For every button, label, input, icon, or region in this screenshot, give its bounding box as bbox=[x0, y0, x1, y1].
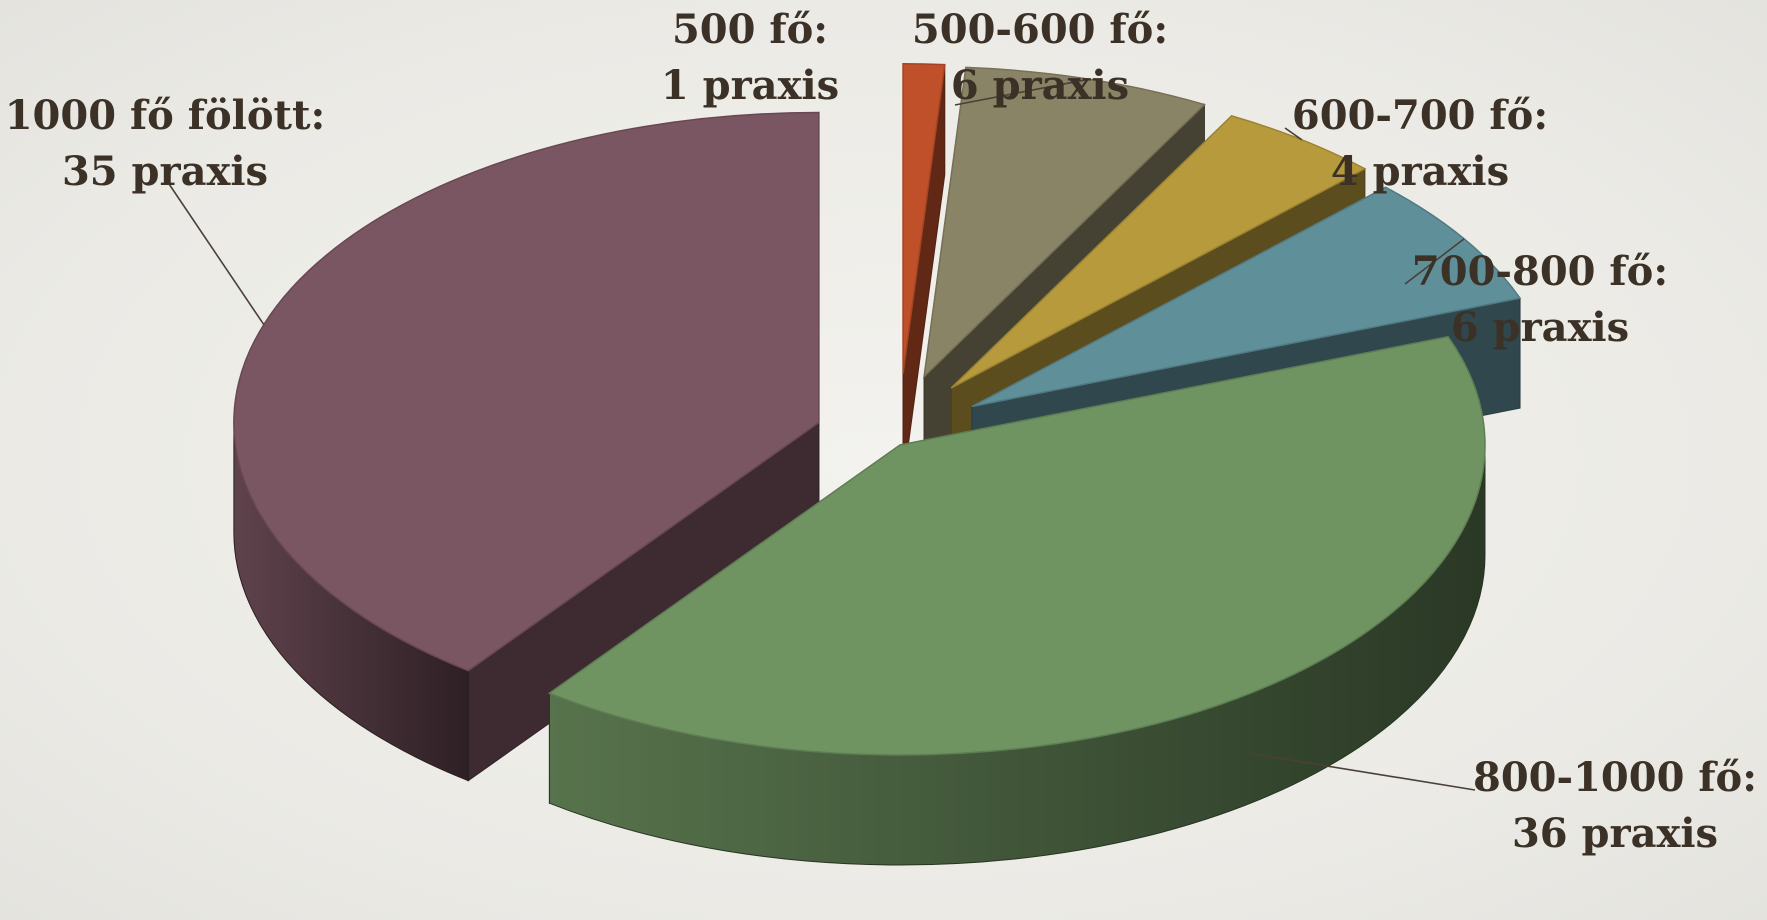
label-700-800-range: 700-800 fő: bbox=[1411, 248, 1669, 295]
label-700-800-count: 6 praxis bbox=[1450, 304, 1630, 351]
pie-slice-500 bbox=[902, 63, 946, 374]
label-800-1000: 800-1000 fő: 36 praxis bbox=[1465, 750, 1765, 862]
label-500: 500 fő: 1 praxis bbox=[640, 2, 860, 114]
leader-line-1000-plus bbox=[164, 177, 265, 326]
pie-slice-800-1000 bbox=[547, 335, 1486, 756]
label-600-700-range: 600-700 fő: bbox=[1291, 92, 1549, 139]
label-1000-plus: 1000 fő fölött: 35 praxis bbox=[0, 88, 330, 200]
leader-line-600-700 bbox=[1284, 127, 1303, 141]
label-500-range: 500 fő: bbox=[671, 6, 829, 53]
label-500-600: 500-600 fő: 6 praxis bbox=[905, 2, 1175, 114]
label-600-700: 600-700 fő: 4 praxis bbox=[1285, 88, 1555, 200]
pie-slice-1000-plus bbox=[233, 111, 820, 672]
label-800-1000-count: 36 praxis bbox=[1511, 810, 1719, 857]
label-700-800: 700-800 fő: 6 praxis bbox=[1405, 244, 1675, 356]
leader-line-500-600 bbox=[954, 78, 1090, 106]
leader-line-800-1000 bbox=[1250, 752, 1476, 791]
label-500-600-range: 500-600 fő: bbox=[911, 6, 1169, 53]
label-1000-plus-range: 1000 fő fölött: bbox=[4, 92, 326, 139]
label-1000-plus-count: 35 praxis bbox=[61, 148, 269, 195]
leader-line-700-800 bbox=[1404, 238, 1465, 285]
label-800-1000-range: 800-1000 fő: bbox=[1472, 754, 1757, 801]
label-500-600-count: 6 praxis bbox=[950, 62, 1130, 109]
label-600-700-count: 4 praxis bbox=[1330, 148, 1510, 195]
label-500-count: 1 praxis bbox=[660, 62, 840, 109]
